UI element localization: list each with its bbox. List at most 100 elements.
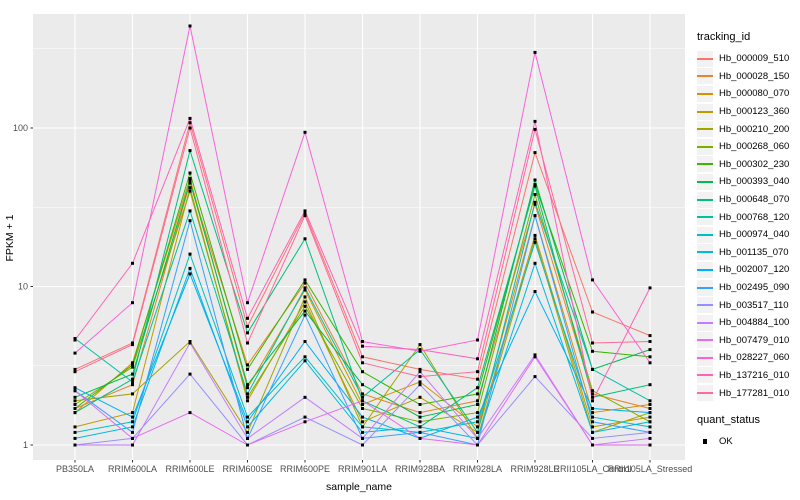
- data-point: [188, 189, 192, 193]
- data-point: [246, 395, 249, 399]
- data-point: [303, 281, 307, 285]
- data-point: [591, 420, 594, 424]
- data-point: [188, 116, 192, 120]
- data-point: [246, 301, 249, 305]
- legend-item-label: Hb_000123_360: [719, 106, 790, 118]
- data-point: [246, 392, 249, 396]
- legend-key-swatch: [697, 85, 713, 102]
- data-point: [533, 119, 537, 123]
- legend-key-swatch: [697, 244, 713, 261]
- data-point: [73, 370, 77, 374]
- data-point: [476, 403, 479, 406]
- data-point: [648, 361, 652, 365]
- legend-key-swatch: [697, 68, 713, 85]
- legend-line-icon: [697, 286, 713, 289]
- data-point: [591, 341, 594, 345]
- data-point: [476, 415, 479, 419]
- data-point: [361, 420, 364, 424]
- x-tick-label: RRIM928LA: [453, 464, 502, 474]
- y-tick-label: 1: [23, 440, 28, 450]
- data-point: [591, 411, 594, 415]
- data-point: [648, 340, 652, 343]
- data-point: [591, 415, 594, 419]
- black-square-point-icon: [702, 439, 708, 444]
- legend-item: Hb_003517_110: [697, 296, 800, 314]
- data-point: [648, 443, 652, 447]
- data-point: [73, 436, 77, 440]
- data-point: [418, 415, 422, 419]
- data-point: [476, 411, 479, 415]
- legend-line-icon: [697, 128, 713, 131]
- data-point: [73, 351, 77, 355]
- quant-status-key: [697, 434, 713, 450]
- data-point: [591, 392, 594, 396]
- legend-item: Hb_000210_200: [697, 120, 800, 138]
- legend-item: Hb_000302_230: [697, 156, 800, 174]
- legend-line-icon: [697, 163, 713, 166]
- data-point: [591, 349, 594, 353]
- data-point: [246, 331, 249, 335]
- x-tick-label: RRIM600LA: [108, 464, 157, 474]
- data-point: [533, 240, 537, 244]
- data-point: [131, 415, 134, 419]
- data-point: [73, 425, 77, 429]
- legend-item: Hb_000123_360: [697, 103, 800, 121]
- data-point: [188, 24, 192, 28]
- x-tick-label: RRIM901LA: [338, 464, 387, 474]
- legend-line-icon: [697, 145, 713, 148]
- data-point: [188, 121, 192, 125]
- data-point: [188, 177, 192, 180]
- data-point: [591, 443, 594, 447]
- legend-line-icon: [697, 75, 713, 78]
- quant-status-item: OK: [697, 433, 800, 451]
- legend-item-label: Hb_007479_010: [719, 334, 790, 346]
- legend-line-icon: [697, 392, 713, 395]
- quant-status-legend-items: OK: [697, 433, 800, 451]
- data-point: [361, 395, 364, 399]
- y-tick-label: 10: [18, 282, 28, 292]
- data-point: [591, 407, 594, 410]
- data-point: [361, 443, 364, 447]
- data-point: [303, 300, 307, 304]
- data-point: [131, 411, 134, 415]
- data-point: [131, 392, 134, 396]
- data-point: [303, 278, 307, 282]
- data-point: [648, 411, 652, 415]
- data-point: [361, 383, 364, 387]
- data-point: [303, 288, 307, 292]
- data-point: [361, 361, 364, 365]
- data-point: [591, 395, 594, 399]
- tracking-id-legend-items: Hb_000009_510 Hb_000028_150 Hb_000080_070 H…: [697, 50, 800, 402]
- data-point: [418, 436, 422, 440]
- data-point: [476, 425, 479, 429]
- data-point: [188, 186, 192, 190]
- legend-key-swatch: [697, 314, 713, 331]
- data-point: [73, 403, 77, 406]
- data-point: [591, 389, 594, 393]
- data-point: [73, 395, 77, 399]
- data-point: [73, 411, 77, 415]
- data-point: [131, 363, 134, 367]
- legend-item-label: Hb_000393_040: [719, 176, 790, 188]
- legend-line-icon: [697, 57, 713, 60]
- data-point: [303, 211, 307, 215]
- data-point: [188, 149, 192, 153]
- legend-line-icon: [697, 268, 713, 271]
- data-point: [591, 399, 594, 403]
- data-point: [418, 383, 422, 387]
- data-point: [246, 363, 249, 367]
- legend-item-label: Hb_028227_060: [719, 352, 790, 364]
- data-point: [303, 415, 307, 419]
- legend-key-swatch: [697, 279, 713, 296]
- data-point: [418, 375, 422, 379]
- legend-item: Hb_001135_070: [697, 244, 800, 262]
- data-point: [131, 377, 134, 381]
- data-point: [73, 430, 77, 434]
- legend-item-label: Hb_000974_040: [719, 229, 790, 241]
- data-point: [648, 415, 652, 419]
- data-point: [73, 386, 77, 390]
- data-point: [361, 340, 364, 343]
- data-point: [533, 200, 537, 204]
- data-point: [188, 126, 192, 130]
